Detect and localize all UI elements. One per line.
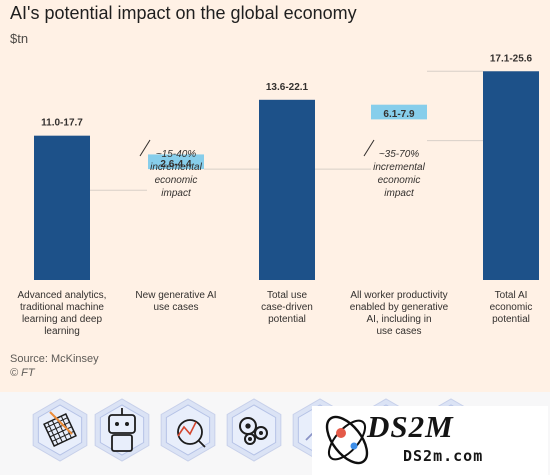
brand-dot-icon [336,428,346,438]
chart-grid-icon [47,422,59,445]
chart-grid-icon [56,418,68,441]
annotation-text: ~15-40% incremental economic impact [150,149,202,199]
gears-icon [254,426,268,440]
gears-icon [259,431,263,435]
chart-grid-icon [43,413,77,447]
brand-orbit-icon [325,415,369,465]
brand-main-text: DS2M [367,409,454,444]
category-label: All worker productivity enabled by genera… [350,290,449,337]
robot-icon [115,422,119,426]
increment-bar [148,154,204,170]
chart-title: AI's potential impact on the global econ… [10,3,357,23]
robot-icon [111,434,133,452]
total-bar [483,71,539,280]
annotation-pointer [139,139,151,157]
brand-card [312,406,548,475]
category-label: Total use case-driven potential [261,290,313,325]
total-bar [34,135,90,280]
increment-bar [371,104,427,120]
category-label: Total AI economic potential [490,290,533,325]
analytics-magnifier-icon [198,440,206,448]
analytics-magnifier-icon [177,419,203,445]
total-bar [259,99,315,280]
brand-dot-icon [350,442,358,450]
chart-grid-icon [49,426,72,438]
category-label: Advanced analytics, traditional machine le… [18,290,107,337]
chart-grid-icon [47,421,70,433]
annotation-text: ~35-70% incremental economic impact [373,149,425,199]
category-label: New generative AI use cases [135,290,216,313]
bar-value-label: 17.1-25.6 [490,53,533,64]
bar-value-label: 13.6-22.1 [266,82,309,93]
bar-value-label: 6.1-7.9 [383,109,415,120]
gears-icon [244,433,256,445]
analytics-magnifier-icon [165,404,211,456]
source-note: Source: McKinsey [10,353,99,365]
robot-icon [125,422,129,426]
gears-icon [248,437,252,441]
bar-value-label: 2.6-4.4 [160,159,192,170]
chart-unit: $tn [10,31,29,46]
annotation-pointer [363,139,375,157]
chart-grid-icon [37,404,83,456]
gears-icon [245,423,251,429]
credit-note: © FT [10,367,35,379]
bar-value-label: 11.0-17.7 [41,118,83,129]
chart-grid-icon [51,420,63,443]
brand-domain-text: DS2m.com [403,447,484,465]
analytics-magnifier-icon [177,421,197,437]
chart-grid-icon [49,411,73,435]
